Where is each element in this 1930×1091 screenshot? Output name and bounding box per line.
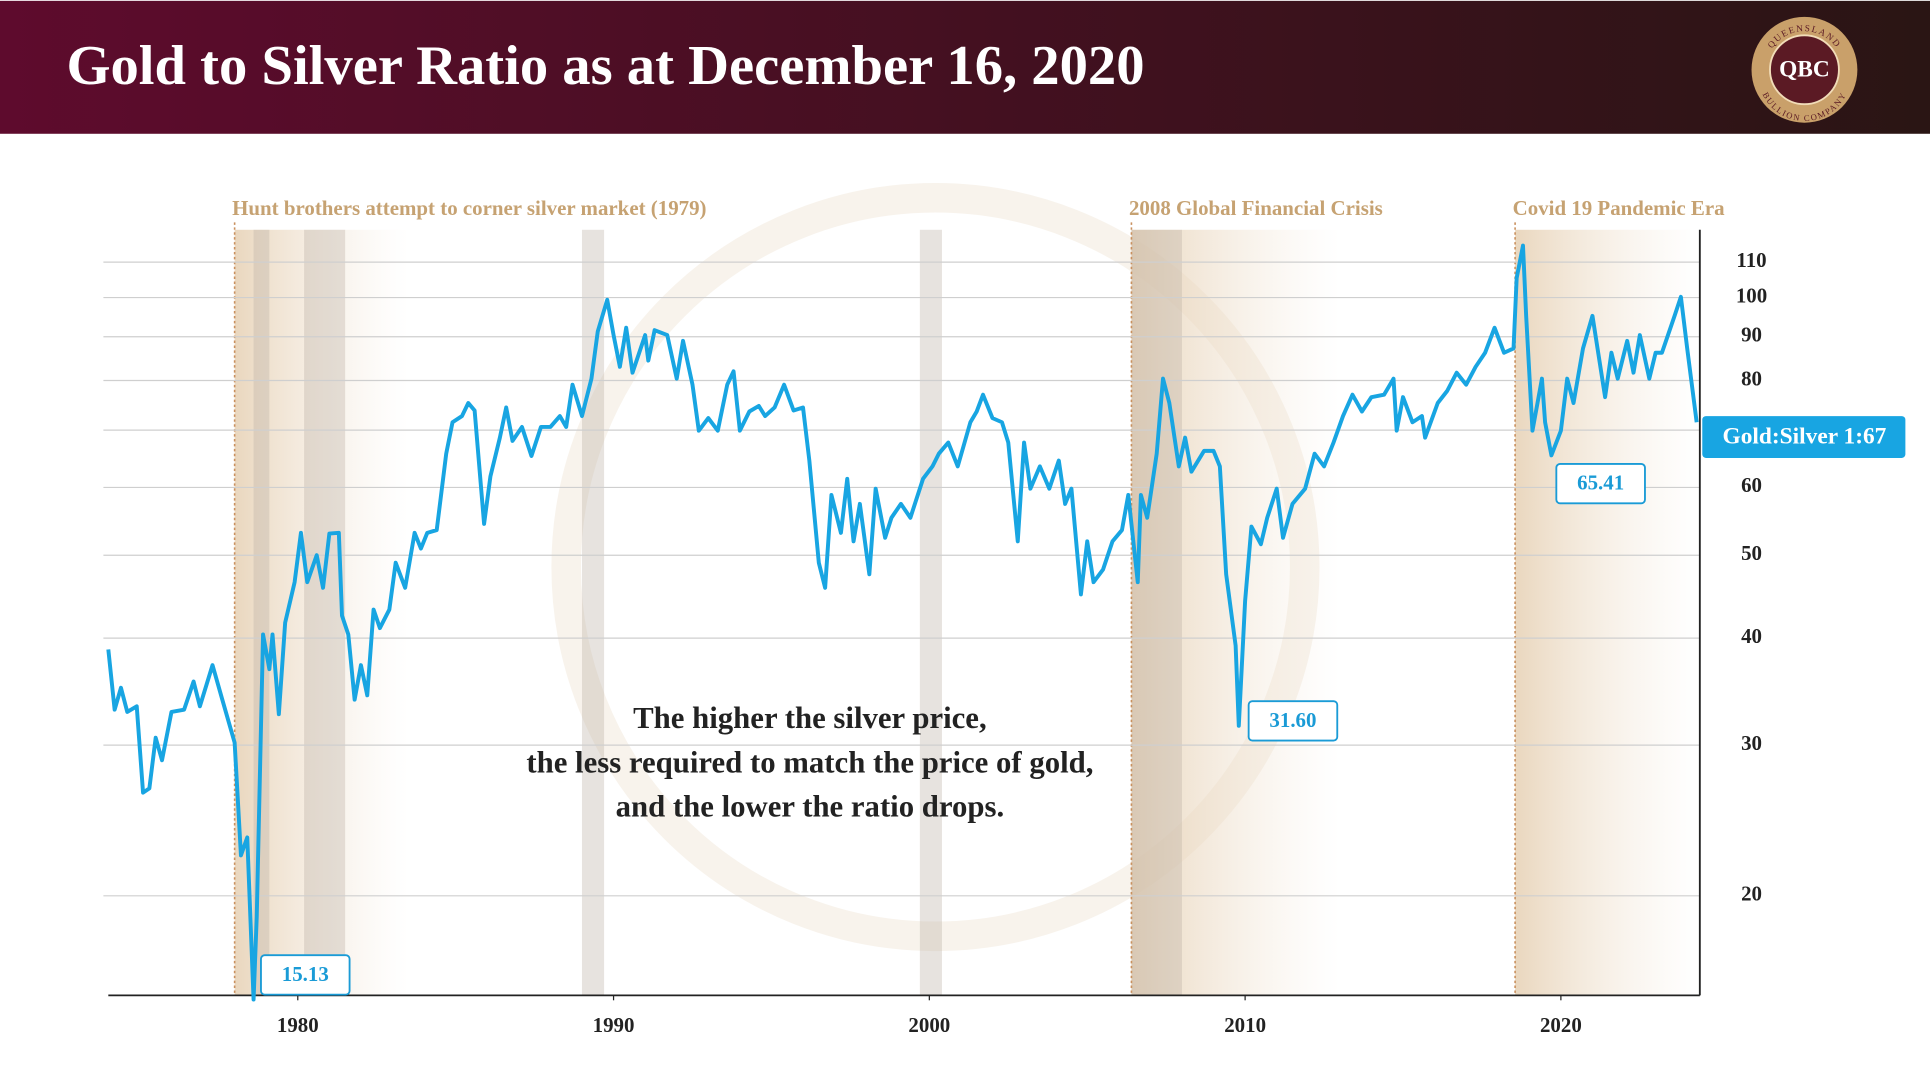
x-tick-label: 2020 [1540, 1013, 1582, 1037]
chart-title: Gold to Silver Ratio as at December 16, … [66, 35, 1144, 97]
y-tick-label: 30 [1741, 731, 1762, 755]
gray-band [1131, 229, 1182, 996]
era-label: Hunt brothers attempt to corner silver m… [232, 196, 706, 220]
y-tick-label: 20 [1741, 882, 1762, 906]
logo-text: QBC [1779, 56, 1830, 82]
ratio-line [106, 243, 1699, 1002]
y-tick-label: 60 [1741, 473, 1762, 497]
y-tick-label: 90 [1741, 323, 1762, 347]
era-shade [1515, 229, 1700, 996]
annotation: the less required to match the price of … [526, 745, 1093, 779]
y-tick-label: 40 [1741, 624, 1762, 648]
era-shade [234, 229, 409, 996]
y-tick-label: 50 [1741, 541, 1762, 565]
annotation: The higher the silver price, [633, 701, 987, 735]
callout-label: 31.60 [1269, 708, 1316, 732]
logo: QBC QUEENSLAND BULLION COMPANY [1751, 16, 1858, 123]
x-tick-label: 2000 [908, 1013, 950, 1037]
era-label: 2008 Global Financial Crisis [1129, 196, 1383, 220]
callout-box [1247, 700, 1339, 742]
era-shade [1131, 229, 1340, 996]
annotation: and the lower the ratio drops. [616, 790, 1005, 824]
gray-band [304, 229, 346, 996]
x-tick-label: 1990 [593, 1013, 635, 1037]
y-tick-label: 110 [1736, 248, 1766, 272]
current-label-box [1702, 416, 1906, 458]
gray-band [581, 229, 605, 996]
callout-box [260, 954, 351, 996]
callout-label: 65.41 [1577, 471, 1624, 495]
callout-label: 15.13 [282, 962, 329, 986]
plot-area: Hunt brothers attempt to corner silver m… [103, 196, 1906, 1037]
era-label: Covid 19 Pandemic Era [1513, 196, 1726, 220]
y-tick-label: 100 [1736, 283, 1767, 307]
header-bar [0, 0, 1930, 134]
y-tick-label: 80 [1741, 366, 1762, 390]
current-label: Gold:Silver 1:67 [1723, 424, 1887, 450]
x-tick-label: 2010 [1224, 1013, 1266, 1037]
gray-band [919, 229, 942, 996]
callout-box [1555, 463, 1646, 505]
logo-center [1769, 34, 1840, 106]
x-tick-label: 1980 [277, 1013, 319, 1037]
